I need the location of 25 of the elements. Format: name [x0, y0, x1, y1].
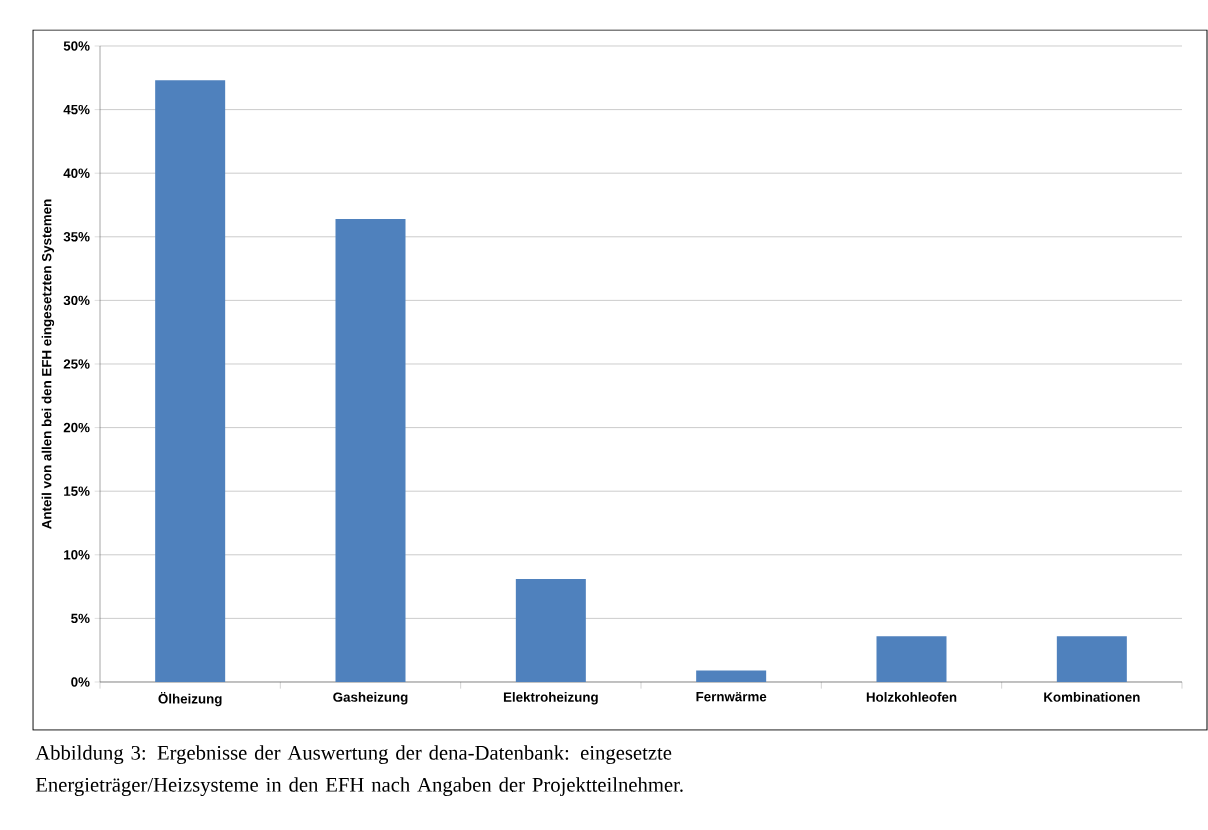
- y-tick-label: 20%: [63, 422, 90, 433]
- x-tick-label: Fernwärme: [696, 692, 767, 702]
- x-tick-label: Ölheizung: [158, 692, 222, 707]
- x-tick-label: Kombinationen: [1044, 692, 1140, 702]
- bar: [335, 218, 406, 682]
- bar: [155, 80, 226, 682]
- y-axis-title: Anteil von allen bei den EFH eingesetzten Systemen: [41, 199, 55, 529]
- x-tick-label: Gasheizung: [333, 692, 408, 705]
- x-tick-label: Holzkohleofen: [866, 692, 957, 702]
- y-tick-label: 40%: [63, 168, 90, 178]
- y-tick-label: 45%: [63, 104, 90, 115]
- y-tick-label: 25%: [63, 359, 90, 369]
- y-tick-label: 30%: [63, 295, 90, 306]
- bar: [696, 670, 767, 682]
- y-tick-label: 15%: [64, 486, 90, 496]
- bar: [1056, 636, 1127, 682]
- bar: [515, 578, 586, 682]
- y-tick-label: 35%: [63, 232, 90, 242]
- y-tick-label: 10%: [64, 550, 90, 560]
- y-tick-label: 0%: [71, 677, 90, 687]
- text: Abbildung 3: Ergebnisse der Auswertung der dena-Datenbank: eingesetzte Energieträger/Heizsysteme in den EFH nach Angaben der Projektteilnehmer.: [35, 745, 683, 797]
- y-tick-label: 50%: [63, 41, 90, 51]
- x-tick-label: Elektroheizung: [503, 692, 598, 705]
- bar: [876, 636, 947, 682]
- y-tick-label: 5%: [71, 613, 90, 624]
